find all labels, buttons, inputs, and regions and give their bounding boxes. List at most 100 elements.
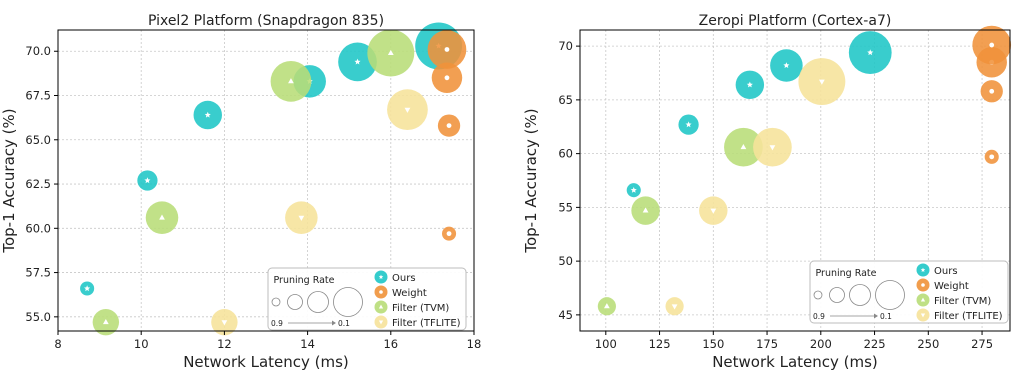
y-tick-label: 57.5 xyxy=(25,266,51,280)
legend-size-circle xyxy=(829,287,845,303)
data-point xyxy=(972,25,1012,65)
data-point xyxy=(770,49,803,82)
y-tick-label: 70 xyxy=(558,39,573,53)
y-tick-label: 67.5 xyxy=(25,89,51,103)
point-marker-triangle-up xyxy=(102,318,109,325)
chart-panel-2: 100 125 150 175 200 225 250 275 45 50 55 60 65 70 Zero… xyxy=(522,13,1012,370)
point-marker-star xyxy=(84,285,91,292)
y-tick-label: 55 xyxy=(558,200,573,214)
series-weight xyxy=(972,25,1012,164)
point-marker-star xyxy=(354,58,361,65)
data-point xyxy=(427,30,467,69)
chart-title: Pixel2 Platform (Snapdragon 835) xyxy=(148,13,384,29)
legend-arrow-head xyxy=(332,320,336,326)
y-tick-label: 62.5 xyxy=(25,177,51,191)
x-tick-label: 18 xyxy=(467,337,482,351)
x-tick-label: 14 xyxy=(300,337,315,351)
legend-arrow-head xyxy=(874,313,878,319)
y-tick-label: 60 xyxy=(558,147,573,161)
legend-swatch-marker xyxy=(920,297,926,302)
point-marker-triangle-down xyxy=(710,208,717,214)
data-point xyxy=(211,308,238,336)
point-marker-circle xyxy=(446,123,452,129)
point-marker-circle xyxy=(444,47,450,52)
data-point xyxy=(848,31,892,74)
series-weight xyxy=(427,30,467,241)
chart-panel-1: 8 10 12 14 16 18 55.0 57.5 60.0 62.5 65.0 67.5 70.0 P… xyxy=(0,13,481,370)
point-marker-star xyxy=(144,177,151,184)
data-point xyxy=(753,127,792,167)
legend-size-circle xyxy=(849,284,871,306)
legend-pruning-low: 0.9 xyxy=(813,312,825,321)
y-tick-label: 50 xyxy=(558,254,573,268)
point-marker-circle xyxy=(989,42,995,48)
legend-box xyxy=(809,260,1009,324)
data-point xyxy=(980,80,1003,103)
point-marker-circle xyxy=(446,231,452,237)
legend-swatch-marker xyxy=(379,290,383,294)
data-point xyxy=(193,100,222,130)
chart-title: Zeropi Platform (Cortex-a7) xyxy=(699,13,892,29)
point-marker-triangle-down xyxy=(404,107,411,113)
data-point xyxy=(270,60,312,102)
y-axis-label: Top-1 Accuracy (%) xyxy=(522,108,540,253)
legend-entry-label: Weight xyxy=(392,288,427,299)
legend-entry-label: Filter (TFLITE) xyxy=(392,318,461,329)
legend-size-circle xyxy=(813,290,823,300)
legend-pruning-high: 0.1 xyxy=(338,319,350,328)
data-point xyxy=(735,70,765,100)
x-tick-label: 275 xyxy=(971,337,993,351)
legend: Pruning Rate 0.9 0.1 Ours Weight Filter (TVM)… xyxy=(809,260,1009,324)
point-marker-star xyxy=(783,62,790,69)
point-marker-triangle-up xyxy=(740,143,747,150)
legend-swatch-marker xyxy=(920,313,926,318)
point-marker-triangle-down xyxy=(221,320,228,326)
data-point xyxy=(441,226,457,241)
data-point xyxy=(631,196,660,225)
data-point xyxy=(665,297,684,316)
point-marker-triangle-down xyxy=(671,304,678,310)
data-point xyxy=(285,201,318,234)
legend-size-circle xyxy=(271,297,281,307)
data-point xyxy=(626,183,641,198)
data-point xyxy=(145,201,179,234)
legend-pruning-low: 0.9 xyxy=(271,319,283,328)
y-tick-label: 65.0 xyxy=(25,133,51,147)
x-tick-label: 16 xyxy=(383,337,398,351)
data-point xyxy=(798,58,846,106)
data-point xyxy=(431,62,463,94)
legend-size-circle xyxy=(333,287,363,317)
data-point xyxy=(338,42,377,82)
point-marker-triangle-up xyxy=(288,78,294,84)
point-marker-triangle-down xyxy=(298,215,305,221)
point-marker-triangle-up xyxy=(642,207,649,213)
legend-entry-label: Filter (TFLITE) xyxy=(934,311,1003,322)
series-filter-tvm xyxy=(92,29,415,336)
data-point xyxy=(699,196,728,225)
series-filter-tvm xyxy=(597,127,763,316)
legend-box xyxy=(267,267,467,331)
y-tick-label: 65 xyxy=(558,93,573,107)
series-filter-tflite xyxy=(211,89,428,336)
data-point xyxy=(984,149,999,164)
point-marker-star xyxy=(630,186,637,193)
legend-entry-label: Ours xyxy=(392,273,416,284)
point-marker-triangle-down xyxy=(818,79,825,85)
point-marker-star xyxy=(746,81,753,88)
legend-swatch-marker xyxy=(378,304,384,309)
data-point xyxy=(137,170,158,191)
point-marker-circle xyxy=(989,88,995,94)
point-marker-star xyxy=(204,111,211,118)
legend-size-circle xyxy=(875,280,905,310)
point-marker-circle xyxy=(444,75,450,81)
legend-entry-label: Ours xyxy=(934,266,958,277)
point-marker-triangle-up xyxy=(387,49,394,55)
point-marker-triangle-up xyxy=(603,303,610,309)
x-tick-label: 225 xyxy=(864,337,886,351)
point-marker-circle xyxy=(989,154,995,160)
x-tick-label: 10 xyxy=(134,337,149,351)
y-tick-label: 45 xyxy=(558,308,573,322)
data-point xyxy=(678,114,699,135)
legend-size-circle xyxy=(287,294,303,310)
x-tick-label: 200 xyxy=(810,337,832,351)
